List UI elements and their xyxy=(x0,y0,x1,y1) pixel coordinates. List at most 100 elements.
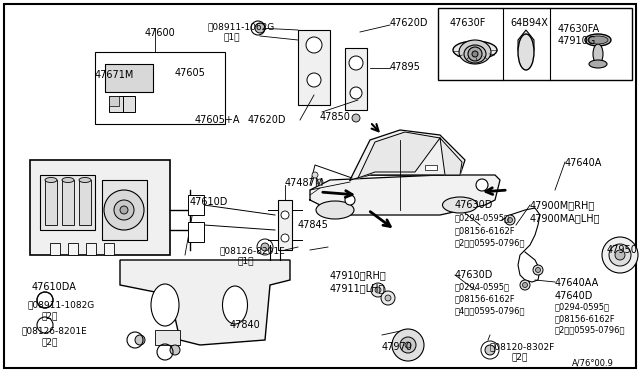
Text: 47630D: 47630D xyxy=(455,270,493,280)
Circle shape xyxy=(505,215,515,225)
Ellipse shape xyxy=(588,36,608,44)
Text: ）0294-0595）: ）0294-0595） xyxy=(555,302,610,311)
Text: 47600: 47600 xyxy=(145,28,176,38)
Bar xyxy=(438,8,632,80)
Text: ）0294-0595）: ）0294-0595） xyxy=(455,282,510,291)
Text: 47620D: 47620D xyxy=(390,18,429,28)
Bar xyxy=(109,96,127,112)
Circle shape xyxy=(307,73,321,87)
Ellipse shape xyxy=(223,286,248,324)
Circle shape xyxy=(485,345,495,355)
Text: 47640AA: 47640AA xyxy=(555,278,599,288)
Ellipse shape xyxy=(593,44,603,64)
Text: 47895: 47895 xyxy=(390,62,421,72)
Text: 47845: 47845 xyxy=(298,220,329,230)
Polygon shape xyxy=(350,130,465,180)
Bar xyxy=(102,180,147,240)
Text: ⓝ08911-1062G: ⓝ08911-1062G xyxy=(208,22,275,31)
Text: ⓝ08911-1082G: ⓝ08911-1082G xyxy=(28,300,95,309)
Bar xyxy=(123,96,135,112)
Bar xyxy=(86,243,96,255)
Text: 47630F: 47630F xyxy=(450,18,486,28)
Circle shape xyxy=(536,267,541,273)
Bar xyxy=(298,30,330,105)
Bar xyxy=(40,175,95,230)
Bar xyxy=(50,243,60,255)
Bar xyxy=(45,180,57,225)
Text: 47640D: 47640D xyxy=(555,291,593,301)
Text: 47970: 47970 xyxy=(382,342,413,352)
Circle shape xyxy=(472,51,478,57)
Circle shape xyxy=(385,295,391,301)
Ellipse shape xyxy=(151,284,179,326)
Text: 47630FA: 47630FA xyxy=(558,24,600,34)
Text: A/76°00.9: A/76°00.9 xyxy=(572,358,614,367)
Circle shape xyxy=(135,335,145,345)
Ellipse shape xyxy=(79,177,91,183)
Ellipse shape xyxy=(518,34,534,70)
Circle shape xyxy=(281,234,289,242)
Text: 47850: 47850 xyxy=(320,112,351,122)
Bar xyxy=(278,200,292,250)
Bar xyxy=(104,243,114,255)
Circle shape xyxy=(602,237,638,273)
Ellipse shape xyxy=(585,34,611,46)
Text: 47610D: 47610D xyxy=(190,197,228,207)
Bar xyxy=(79,180,91,225)
Circle shape xyxy=(520,280,530,290)
Text: （1）: （1） xyxy=(238,256,255,265)
Circle shape xyxy=(104,190,144,230)
Ellipse shape xyxy=(453,41,497,59)
Bar xyxy=(155,330,180,345)
Circle shape xyxy=(522,282,527,288)
Ellipse shape xyxy=(464,45,486,63)
Circle shape xyxy=(609,244,631,266)
Text: Ⓑ08156-6162F: Ⓑ08156-6162F xyxy=(555,314,616,323)
Polygon shape xyxy=(358,132,440,178)
Text: 47671M: 47671M xyxy=(95,70,134,80)
Bar xyxy=(30,160,170,255)
Text: 47640A: 47640A xyxy=(565,158,602,168)
Circle shape xyxy=(533,265,543,275)
Polygon shape xyxy=(518,30,534,62)
Text: 47605+A: 47605+A xyxy=(195,115,241,125)
Text: 47610DA: 47610DA xyxy=(32,282,77,292)
Circle shape xyxy=(381,291,395,305)
Circle shape xyxy=(170,345,180,355)
Circle shape xyxy=(371,283,385,297)
Text: 47840: 47840 xyxy=(230,320,260,330)
Circle shape xyxy=(392,329,424,361)
Text: 47900MA（LH）: 47900MA（LH） xyxy=(530,213,600,223)
Circle shape xyxy=(255,23,265,33)
Circle shape xyxy=(312,172,318,178)
Circle shape xyxy=(476,179,488,191)
Bar xyxy=(345,48,367,110)
Text: ）0294-0595）: ）0294-0595） xyxy=(455,213,510,222)
Bar xyxy=(109,96,119,106)
Ellipse shape xyxy=(442,197,477,213)
Polygon shape xyxy=(440,138,462,175)
Circle shape xyxy=(375,287,381,293)
Bar xyxy=(425,165,437,170)
Text: Ⓑ08120-8302F: Ⓑ08120-8302F xyxy=(490,342,556,351)
Text: 64B94X: 64B94X xyxy=(510,18,548,28)
Text: （2））0595-0796）: （2））0595-0796） xyxy=(555,325,625,334)
Text: （1）: （1） xyxy=(224,32,241,41)
Text: （2）: （2） xyxy=(512,352,529,361)
Bar xyxy=(188,222,204,242)
Circle shape xyxy=(508,218,513,222)
Text: （2）: （2） xyxy=(42,337,58,346)
Text: 47950: 47950 xyxy=(607,245,638,255)
Ellipse shape xyxy=(62,177,74,183)
Circle shape xyxy=(350,87,362,99)
Circle shape xyxy=(352,114,360,122)
Polygon shape xyxy=(310,175,500,215)
Circle shape xyxy=(317,179,323,185)
Ellipse shape xyxy=(316,201,354,219)
Text: 47900M（RH）: 47900M（RH） xyxy=(530,200,595,210)
Circle shape xyxy=(345,195,355,205)
Circle shape xyxy=(349,56,363,70)
Bar xyxy=(62,180,74,225)
Text: （2））0595-0796）: （2））0595-0796） xyxy=(455,238,525,247)
Circle shape xyxy=(120,206,128,214)
